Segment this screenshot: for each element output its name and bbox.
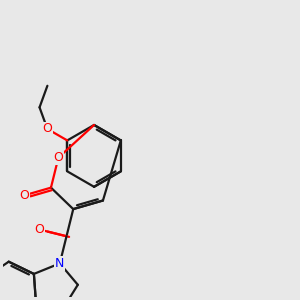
- Text: O: O: [43, 122, 52, 135]
- Text: O: O: [34, 223, 44, 236]
- Text: O: O: [53, 151, 63, 164]
- Text: O: O: [20, 189, 30, 202]
- Text: N: N: [55, 257, 64, 270]
